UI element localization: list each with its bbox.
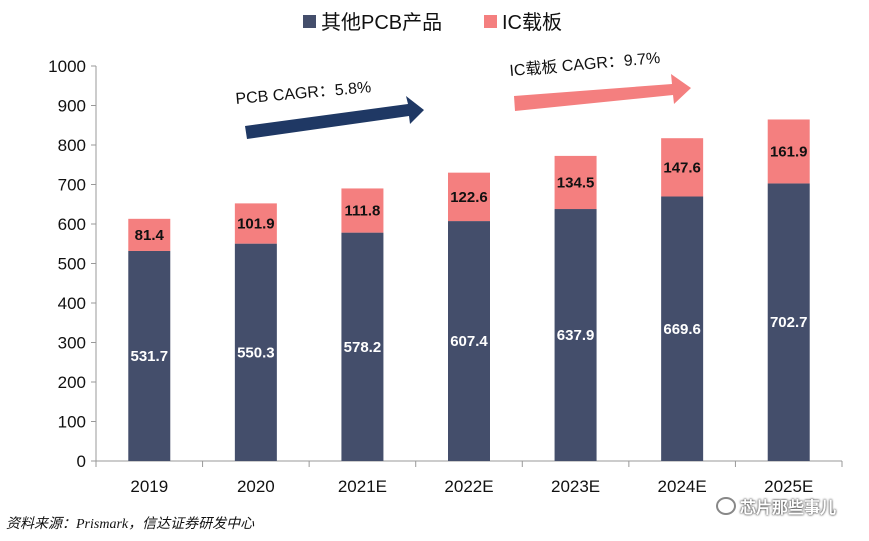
data-label: 531.7 [131, 348, 169, 365]
watermark-text: 芯片那些事儿 [740, 500, 837, 517]
bar-segment [767, 119, 810, 184]
bar-segment [234, 203, 277, 244]
ic-cagr-arrow [514, 74, 691, 111]
y-tick-label: 200 [58, 373, 86, 392]
y-tick-label: 600 [58, 215, 86, 234]
x-tick-label: 2021E [338, 477, 387, 496]
data-label: 702.7 [770, 314, 808, 331]
x-tick-label: 2023E [551, 477, 600, 496]
ic-cagr-label: IC载板 CAGR：9.7% [509, 49, 661, 80]
y-tick-label: 300 [58, 334, 86, 353]
x-tick-label: 2020 [237, 477, 275, 496]
data-label: 607.4 [450, 333, 488, 350]
legend-label: IC载板 [502, 11, 562, 34]
bar-segment [554, 155, 597, 210]
bar-segment [341, 188, 384, 233]
bar-segment [767, 183, 810, 461]
bar-segment [661, 196, 704, 461]
y-tick-label: 100 [58, 413, 86, 432]
x-tick-label: 2019 [130, 477, 168, 496]
y-tick-label: 0 [77, 452, 86, 471]
x-tick-label: 2024E [658, 477, 707, 496]
data-label: 111.8 [344, 203, 380, 220]
x-tick-label: 2022E [444, 477, 493, 496]
bar-segment [128, 218, 171, 251]
x-tick-label: 2025E [764, 477, 813, 496]
data-label: 134.5 [557, 174, 595, 191]
data-label: 669.6 [663, 321, 701, 338]
axes: 0 100 200 300 400 500 600 700 800 900 1000 2019 2020… [48, 57, 843, 496]
y-tick-label: 800 [58, 136, 86, 155]
data-label: 147.6 [663, 159, 701, 176]
y-tick-label: 900 [58, 97, 86, 116]
legend-swatch [484, 15, 497, 28]
y-tick-label: 700 [58, 176, 86, 195]
wechat-icon [716, 497, 736, 515]
annotations: PCB CAGR：5.8% IC载板 CAGR：9.7% [235, 49, 691, 139]
y-tick-label: 400 [58, 294, 86, 313]
bar-segment [554, 209, 597, 461]
pcb-cagr-arrow [245, 96, 424, 139]
y-tick-label: 500 [58, 255, 86, 274]
bar-segment [448, 172, 490, 222]
bar-segment [234, 243, 277, 461]
legend-label: 其他PCB产品 [321, 11, 442, 34]
bar-segment [661, 138, 704, 197]
legend: 其他PCB产品 IC载板 [303, 11, 562, 34]
data-label: 101.9 [237, 216, 275, 233]
data-label: 122.6 [450, 189, 488, 206]
data-label: 578.2 [344, 339, 382, 356]
data-label: 161.9 [770, 143, 808, 160]
data-label: 550.3 [237, 344, 275, 361]
bar-segment [448, 221, 490, 461]
legend-swatch [303, 15, 316, 28]
source-note: 资料来源：Prismark，信达证券研发中心 [6, 517, 255, 532]
data-label: 81.4 [135, 227, 165, 244]
y-tick-label: 1000 [48, 57, 86, 76]
data-label: 637.9 [557, 327, 595, 344]
watermark: 芯片那些事儿 [716, 494, 836, 518]
bar-segment [341, 232, 384, 461]
pcb-cagr-label: PCB CAGR：5.8% [235, 79, 372, 108]
bar-segment [128, 250, 171, 461]
bars: 531.7 81.4 550.3 101.9 578.2 111.8 607.4 122.6 6… [128, 119, 810, 461]
